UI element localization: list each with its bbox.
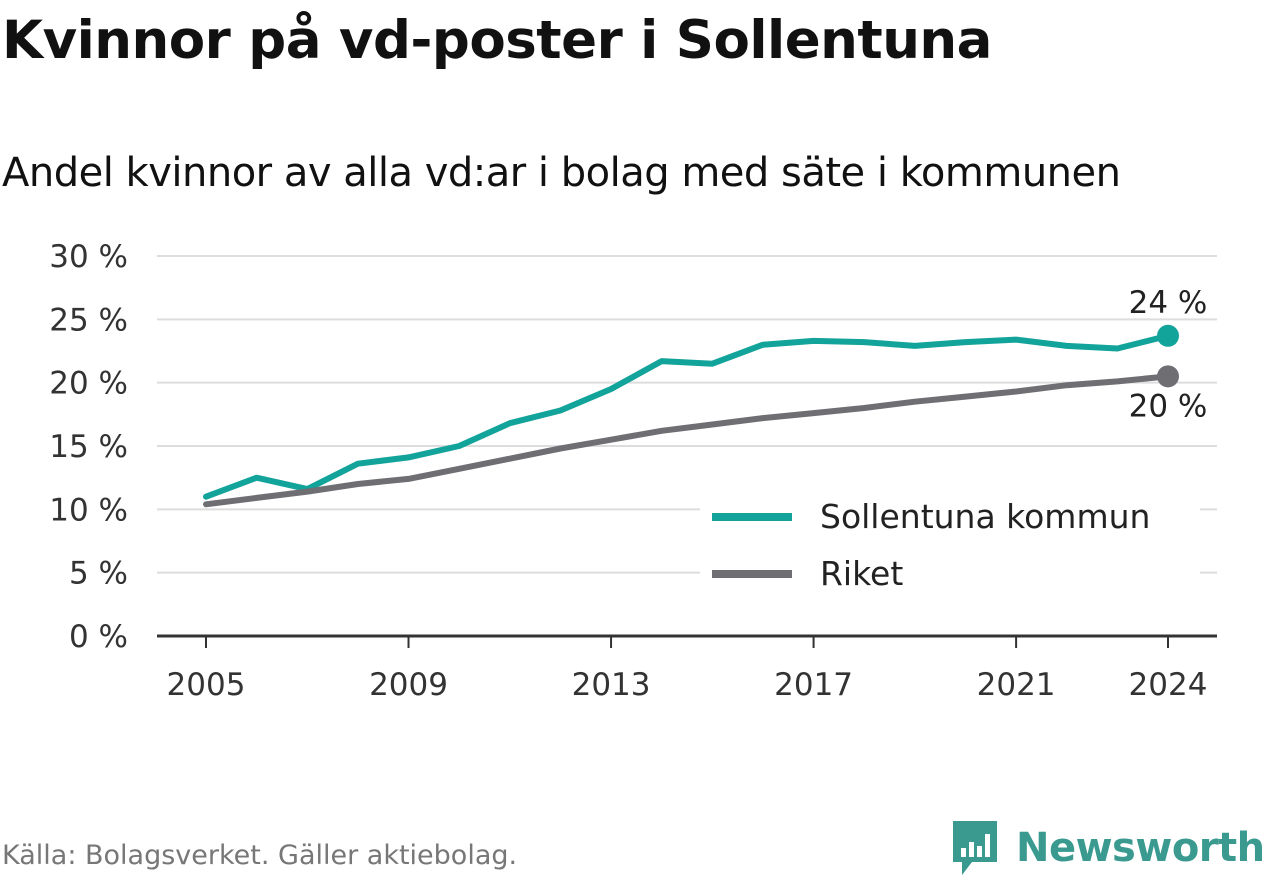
series-line-1: [203, 373, 1171, 508]
end-value-label: 24 %: [1129, 285, 1208, 321]
end-value-label: 20 %: [1129, 388, 1208, 424]
series-line-0: [203, 332, 1171, 500]
newsworthy-logo-icon: [953, 821, 997, 875]
brand-logo: Newsworthy: [950, 818, 1262, 878]
chart-title: Kvinnor på vd-poster i Sollentuna: [2, 10, 992, 71]
x-tick-label: 2021: [977, 667, 1056, 703]
x-tick-label: 2005: [167, 667, 246, 703]
x-tick-label: 2017: [774, 667, 853, 703]
line-chart: 0 % 5 % 10 % 15 % 20 % 25 % 30 % 2005 2009 2013 20…: [49, 239, 1217, 703]
y-tick-label: 15 %: [49, 429, 128, 465]
series-end-point-0: [1157, 324, 1179, 347]
brand-name: Newsworthy: [1016, 825, 1262, 871]
legend-label: Sollentuna kommun: [820, 497, 1150, 536]
source-note: Källa: Bolagsverket. Gäller aktiebolag.: [2, 840, 518, 871]
legend-background: [700, 490, 1200, 600]
y-tick-label: 5 %: [69, 556, 128, 592]
x-tick-label: 2013: [572, 667, 651, 703]
chart-subtitle: Andel kvinnor av alla vd:ar i bolag med …: [2, 150, 1121, 196]
legend-label: Riket: [820, 554, 903, 593]
y-tick-label: 10 %: [49, 492, 128, 528]
series-end-point-1: [1157, 365, 1179, 388]
y-tick-label: 30 %: [49, 239, 128, 275]
y-tick-label: 20 %: [49, 366, 128, 402]
y-tick-label: 0 %: [69, 619, 128, 655]
y-tick-label: 25 %: [49, 302, 128, 338]
x-tick-label: 2009: [369, 667, 448, 703]
x-tick-label: 2024: [1129, 667, 1208, 703]
